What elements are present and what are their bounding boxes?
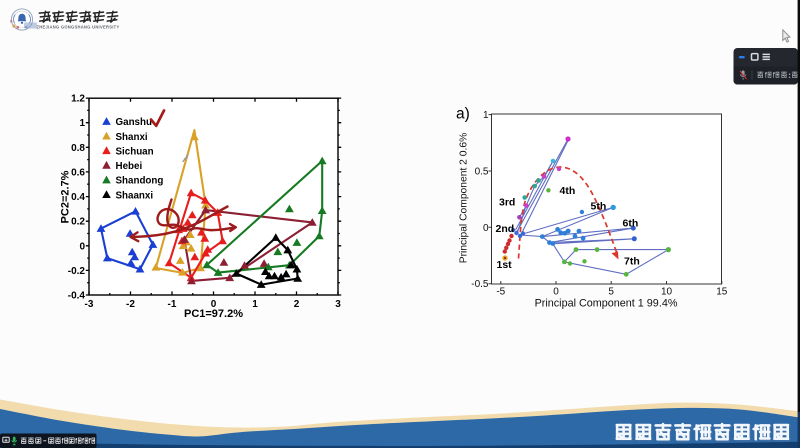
svg-text:Shanxi: Shanxi [116, 132, 148, 143]
svg-text:1: 1 [252, 299, 258, 310]
svg-text:Principal Component 1 99.4%: Principal Component 1 99.4% [535, 298, 678, 310]
svg-text:0: 0 [553, 287, 559, 298]
svg-text:6th: 6th [623, 218, 639, 230]
svg-text:0.4: 0.4 [71, 192, 85, 203]
svg-text:0: 0 [79, 241, 85, 252]
svg-text:Principal Component 2 0.6%: Principal Component 2 0.6% [459, 133, 470, 264]
svg-text:2: 2 [294, 299, 300, 310]
svg-text:Hebei: Hebei [116, 161, 143, 172]
svg-text:Shaanxi: Shaanxi [116, 190, 154, 201]
svg-text:PC2=2.7%: PC2=2.7% [60, 170, 72, 223]
svg-text:a): a) [456, 106, 470, 123]
svg-text:0.2: 0.2 [71, 217, 85, 228]
svg-text:1: 1 [79, 118, 85, 129]
svg-text:-0.2: -0.2 [68, 266, 86, 277]
svg-text:-0.4: -0.4 [68, 291, 86, 302]
svg-text:-1: -1 [168, 299, 177, 310]
svg-text:Sichuan: Sichuan [116, 146, 154, 157]
svg-text:3: 3 [335, 299, 341, 310]
svg-text:1.2: 1.2 [71, 94, 85, 105]
svg-text:10: 10 [661, 287, 673, 298]
svg-text:-0.5: -0.5 [471, 279, 489, 290]
svg-text:-3: -3 [85, 299, 94, 310]
svg-text:3rd: 3rd [499, 197, 515, 209]
svg-text:2nd: 2nd [496, 223, 515, 235]
svg-text:-5: -5 [496, 287, 505, 298]
svg-text:Shandong: Shandong [116, 176, 164, 187]
svg-text:1st: 1st [497, 259, 513, 271]
svg-text:5th: 5th [591, 201, 607, 213]
svg-text:1: 1 [483, 110, 489, 121]
svg-text:Ganshu: Ganshu [116, 117, 152, 128]
svg-text:ZHEJIANG GONGSHANG UNIVERSITY: ZHEJIANG GONGSHANG UNIVERSITY [37, 24, 120, 29]
svg-text:0: 0 [211, 299, 217, 310]
svg-text:4th: 4th [560, 185, 576, 197]
svg-text:-2: -2 [126, 299, 135, 310]
svg-text:0.8: 0.8 [71, 143, 85, 154]
svg-text:5: 5 [608, 287, 614, 298]
svg-text:PC1=97.2%: PC1=97.2% [184, 308, 243, 320]
svg-text:7th: 7th [624, 256, 640, 268]
svg-text:0.6: 0.6 [71, 167, 85, 178]
svg-text:0.5: 0.5 [475, 167, 489, 178]
svg-text:0: 0 [483, 223, 489, 234]
svg-text:15: 15 [716, 287, 728, 298]
